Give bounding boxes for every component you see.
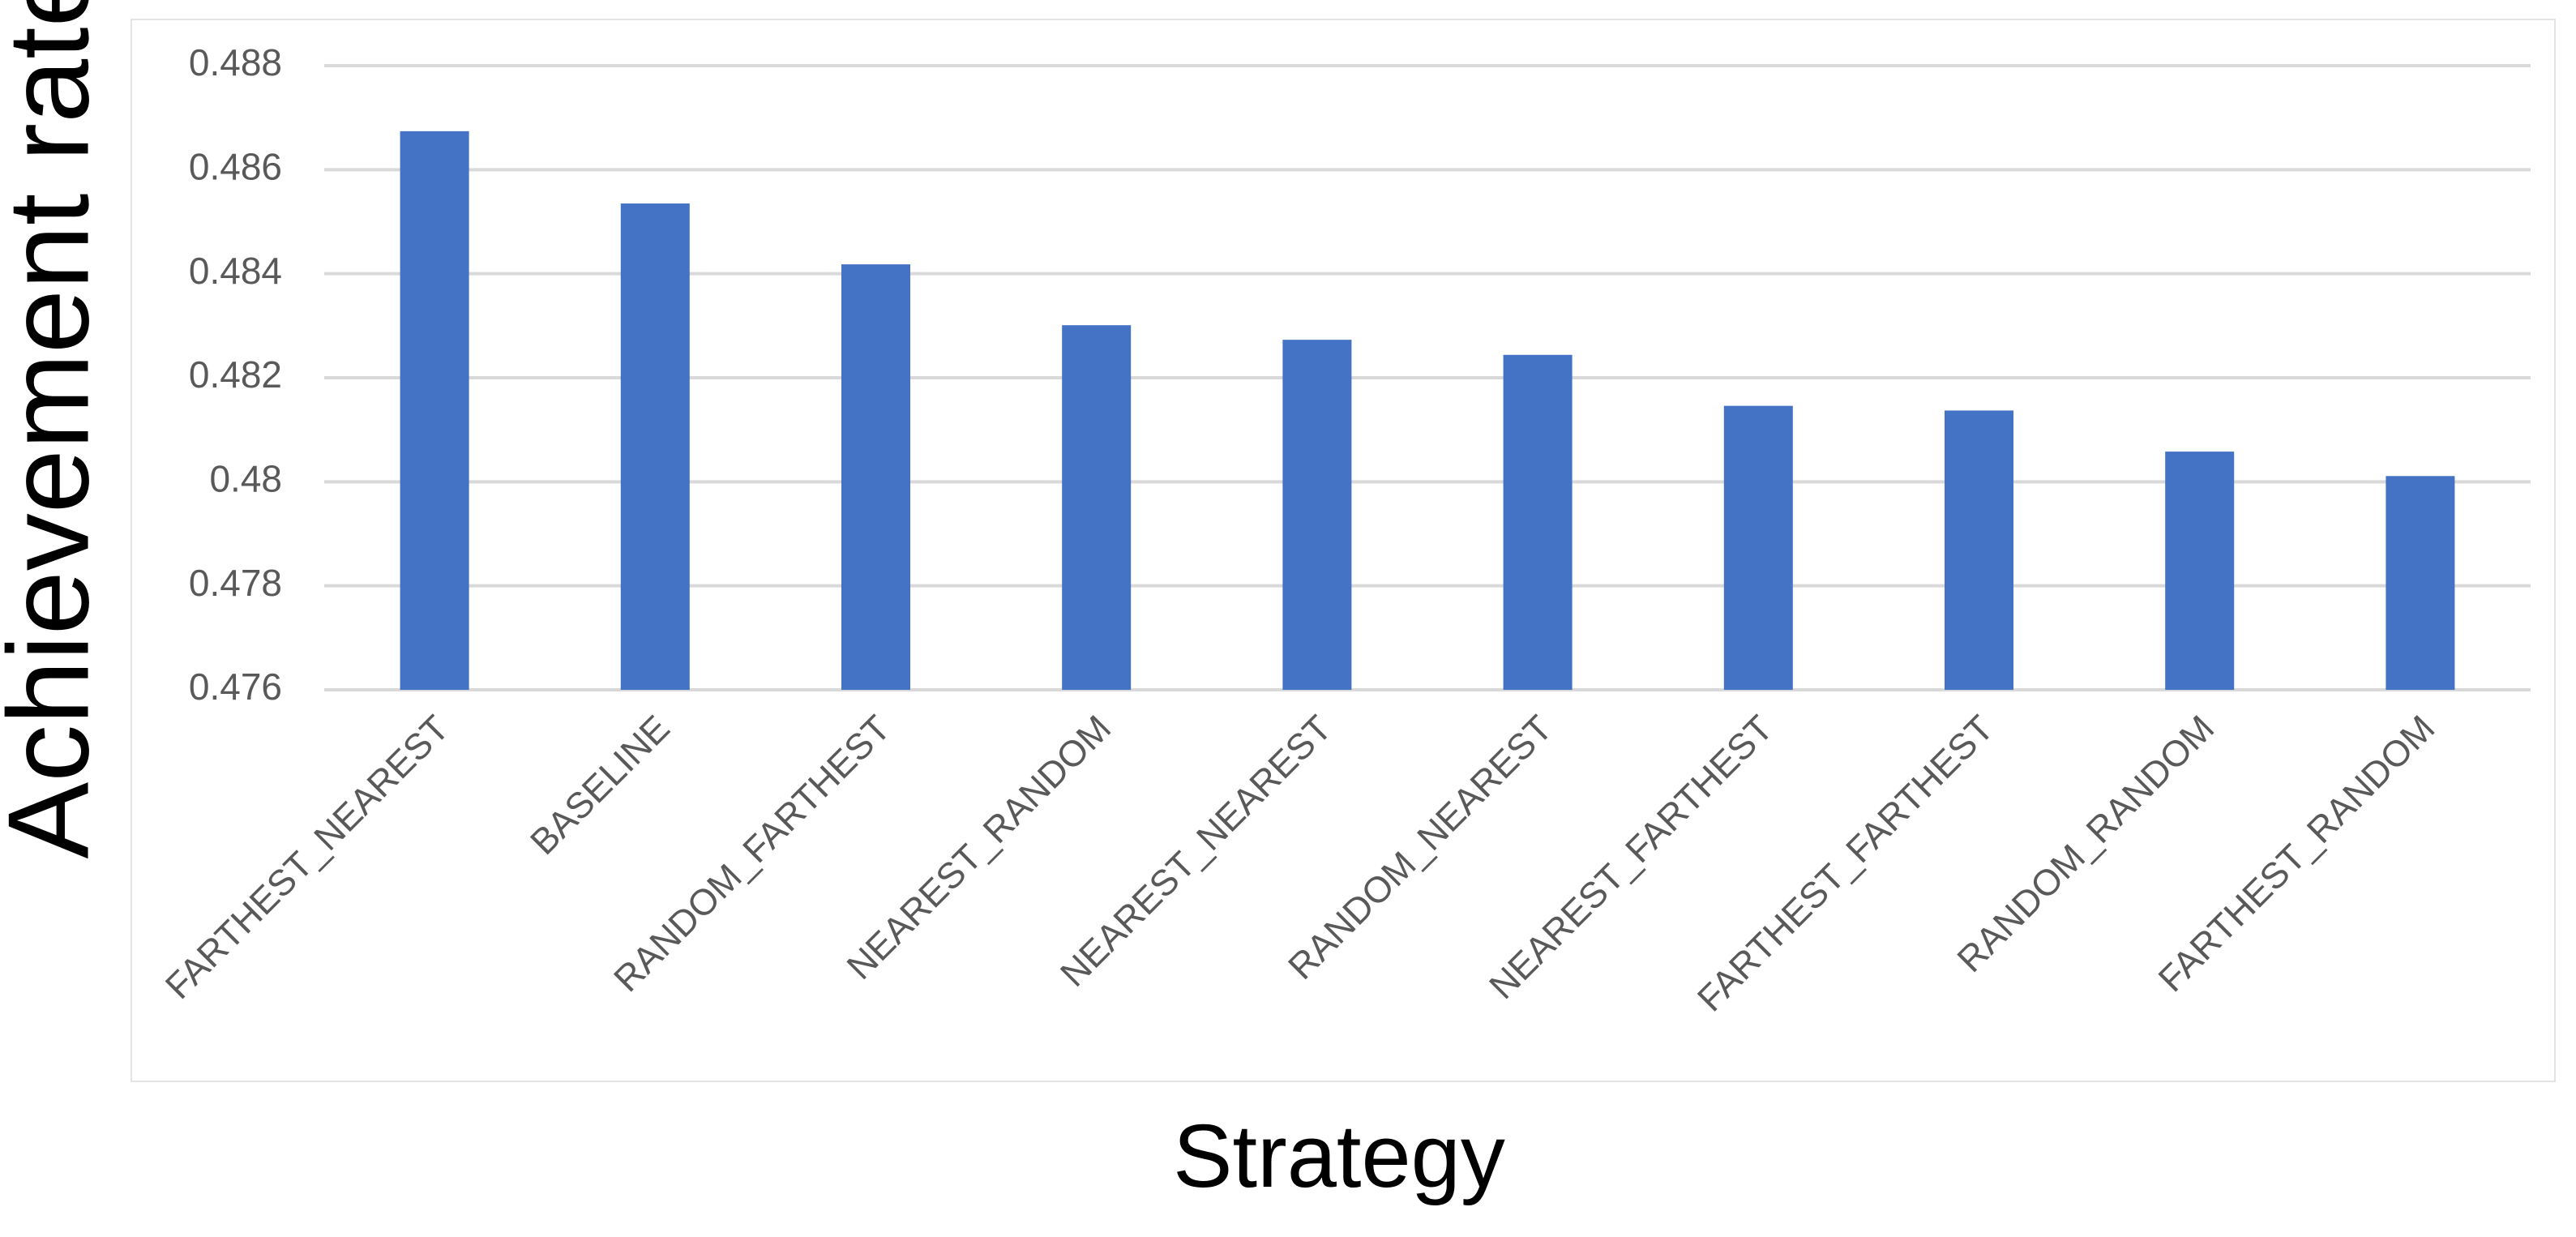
y-tick-label: 0.486: [189, 145, 282, 187]
bar: [1945, 410, 2013, 690]
x-axis-title: Strategy: [1173, 1106, 1505, 1206]
bar: [1282, 340, 1352, 690]
bar: [1503, 354, 1573, 690]
bar: [1723, 405, 1793, 690]
y-axis-title: Achievement rate: [0, 0, 113, 859]
bar: [620, 203, 690, 690]
y-tick-label: 0.484: [189, 250, 282, 292]
y-tick-label: 0.482: [189, 353, 282, 396]
bar: [400, 131, 469, 691]
bar: [841, 264, 910, 690]
bar: [2386, 476, 2455, 690]
y-tick-label: 0.48: [209, 457, 282, 499]
y-tick-label: 0.488: [189, 41, 282, 83]
bar: [2165, 452, 2235, 690]
bar: [1062, 325, 1132, 690]
y-tick-label: 0.476: [189, 666, 282, 708]
y-tick-label: 0.478: [189, 562, 282, 604]
